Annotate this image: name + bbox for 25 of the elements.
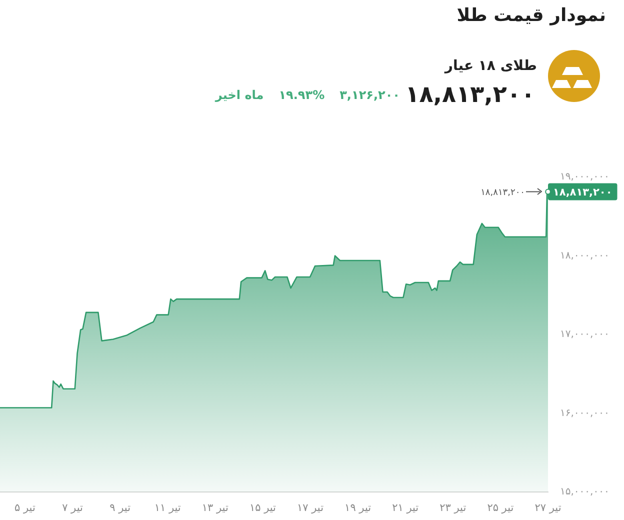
y-tick-label: ۱۸,۰۰۰,۰۰۰ bbox=[560, 250, 610, 262]
x-tick-label: ۱۳ تیر bbox=[202, 502, 228, 514]
data-label: ۱۸,۸۱۳,۲۰۰ bbox=[553, 186, 612, 198]
x-tick-label: ۲۷ تیر bbox=[534, 502, 562, 514]
x-tick-label: ۱۷ تیر bbox=[297, 502, 324, 514]
y-tick-label: ۱۶,۰۰۰,۰۰۰ bbox=[560, 408, 610, 419]
text: ۳,۱۲۶,۲۰۰ bbox=[340, 88, 400, 102]
chart-title: نمودار قیمت طلا bbox=[456, 5, 606, 27]
y-tick-label: ۱۷,۰۰۰,۰۰۰ bbox=[560, 329, 610, 340]
text: ۱۹.۹۳% bbox=[278, 88, 325, 102]
y-tick-label: ۱۹,۰۰۰,۰۰۰ bbox=[560, 172, 610, 183]
x-tick-label: ۷ تیر bbox=[62, 502, 84, 514]
x-tick-label: ۵ تیر bbox=[14, 502, 36, 514]
x-tick-label: ۹ تیر bbox=[110, 502, 131, 514]
x-tick-label: ۱۱ تیر bbox=[154, 502, 181, 514]
ref-line-label: ۱۸,۸۱۳,۲۰۰ bbox=[480, 188, 525, 198]
x-tick-label: ۱۵ تیر bbox=[249, 502, 276, 514]
x-tick-label: ۲۵ تیر bbox=[487, 502, 514, 514]
x-tick-label: ۲۳ تیر bbox=[440, 502, 466, 514]
x-tick-label: ۲۱ تیر bbox=[392, 502, 419, 514]
x-tick-label: ۱۹ تیر bbox=[344, 502, 372, 514]
y-tick-label: ۱۵,۰۰۰,۰۰۰ bbox=[560, 486, 610, 498]
chart-subtitle: طلای ۱۸ عیار bbox=[444, 58, 537, 74]
text: ۱۸,۸۱۳,۲۰۰ bbox=[405, 82, 535, 108]
text: ماه اخیر bbox=[215, 88, 264, 102]
